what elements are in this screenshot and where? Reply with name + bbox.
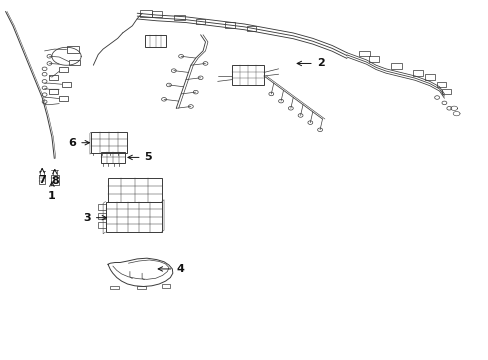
Bar [441, 89, 450, 94]
Bar [358, 50, 369, 56]
Bar [91, 132, 127, 153]
Bar [390, 63, 401, 69]
Text: 2: 2 [297, 58, 324, 68]
Bar [66, 46, 79, 53]
Text: 6: 6 [68, 138, 89, 148]
Bar [108, 178, 161, 202]
Bar [98, 222, 105, 228]
Bar [161, 284, 170, 288]
Bar [152, 11, 161, 17]
Bar [246, 26, 255, 31]
Bar [51, 175, 59, 185]
Bar [49, 75, 58, 80]
Bar [59, 67, 68, 72]
Text: 1: 1 [48, 182, 56, 202]
Bar [110, 286, 119, 289]
Bar [436, 82, 445, 87]
Bar [424, 74, 434, 80]
Bar [49, 89, 58, 94]
Bar [69, 59, 80, 65]
Text: 4: 4 [158, 264, 184, 274]
Text: 7: 7 [38, 168, 46, 185]
Bar [39, 175, 45, 184]
Bar [144, 35, 166, 47]
Bar [98, 213, 105, 220]
Bar [224, 22, 234, 28]
Bar [195, 19, 204, 24]
Bar [173, 15, 184, 21]
Bar [368, 56, 378, 62]
Bar [140, 10, 152, 17]
Bar [105, 202, 161, 232]
Bar [101, 152, 125, 163]
Bar [98, 204, 105, 211]
Bar [412, 70, 423, 76]
Text: 5: 5 [128, 152, 152, 162]
Text: 8: 8 [51, 170, 59, 186]
Text: 3: 3 [83, 213, 106, 222]
Bar [61, 82, 71, 87]
Bar [59, 96, 68, 101]
Bar [232, 65, 264, 85]
Bar [137, 286, 146, 289]
